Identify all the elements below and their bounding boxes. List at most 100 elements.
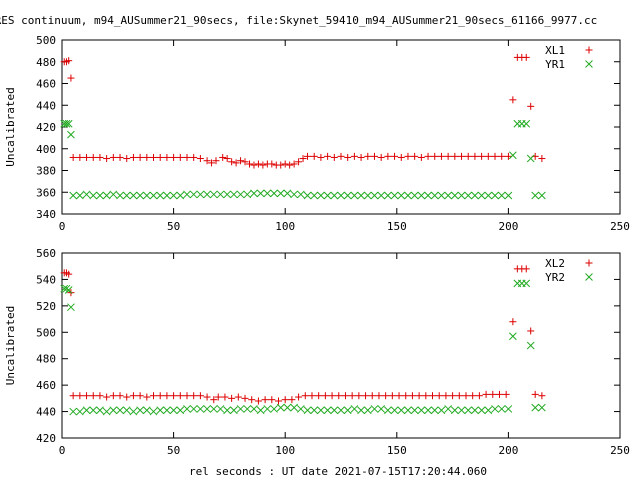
data-point bbox=[261, 396, 269, 404]
data-point bbox=[335, 392, 343, 400]
data-point bbox=[156, 406, 165, 415]
data-point bbox=[223, 406, 232, 415]
data-point bbox=[509, 318, 517, 326]
bottom-panel: 0 50 100 150 200 250 420 440 460 480 500 520 540 560 U… bbox=[4, 247, 630, 457]
data-point bbox=[209, 405, 218, 413]
data-point bbox=[67, 303, 75, 312]
data-point bbox=[464, 191, 473, 200]
data-point bbox=[395, 392, 403, 400]
data-point bbox=[444, 191, 452, 200]
data-point bbox=[296, 405, 305, 413]
data-point bbox=[531, 191, 540, 200]
data-point bbox=[303, 406, 312, 415]
data-point bbox=[275, 397, 283, 405]
data-point bbox=[424, 191, 432, 200]
data-point bbox=[430, 406, 439, 415]
data-point bbox=[344, 153, 352, 161]
data-point bbox=[60, 284, 69, 293]
data-point bbox=[250, 405, 258, 413]
data-point bbox=[245, 160, 253, 168]
data-point bbox=[424, 152, 432, 160]
data-point bbox=[384, 406, 392, 415]
data-point bbox=[69, 153, 77, 161]
y-tick-label: 440 bbox=[36, 406, 56, 419]
data-point bbox=[343, 191, 352, 200]
data-point bbox=[310, 191, 319, 200]
data-point bbox=[437, 191, 446, 200]
data-point bbox=[64, 119, 73, 128]
data-point bbox=[277, 161, 285, 169]
data-point bbox=[308, 392, 316, 400]
data-point bbox=[370, 405, 379, 413]
data-point bbox=[203, 190, 211, 199]
data-point bbox=[377, 153, 385, 161]
data-point bbox=[310, 406, 319, 415]
data-point bbox=[370, 152, 378, 160]
data-point bbox=[156, 191, 165, 200]
x-tick-label: 100 bbox=[275, 220, 295, 233]
data-point bbox=[69, 191, 78, 200]
series-xl2 bbox=[60, 265, 546, 405]
data-point bbox=[384, 191, 392, 200]
data-point bbox=[471, 191, 479, 200]
data-point bbox=[216, 190, 225, 199]
x-tick-label: 200 bbox=[498, 220, 518, 233]
data-point bbox=[478, 152, 486, 160]
data-point bbox=[442, 392, 450, 400]
data-point bbox=[337, 152, 345, 160]
data-point bbox=[176, 153, 184, 161]
data-point bbox=[538, 191, 546, 200]
data-point bbox=[109, 153, 117, 161]
data-point bbox=[230, 190, 238, 199]
data-point bbox=[384, 152, 392, 160]
data-point bbox=[410, 191, 419, 200]
data-point bbox=[504, 152, 512, 160]
data-point bbox=[290, 403, 298, 412]
data-point bbox=[243, 190, 252, 199]
x-tick-label: 50 bbox=[167, 444, 180, 457]
data-point bbox=[375, 392, 383, 400]
data-point bbox=[504, 191, 513, 200]
data-point bbox=[391, 152, 399, 160]
data-point bbox=[183, 392, 191, 400]
data-point bbox=[259, 161, 267, 169]
data-point bbox=[254, 160, 262, 168]
data-point bbox=[122, 406, 131, 415]
data-point bbox=[183, 405, 191, 413]
data-point bbox=[424, 406, 432, 415]
data-point bbox=[330, 191, 339, 200]
data-point bbox=[116, 153, 124, 161]
data-point bbox=[102, 407, 111, 416]
data-point bbox=[408, 392, 416, 400]
data-point bbox=[417, 191, 426, 200]
data-point bbox=[495, 390, 503, 398]
data-point bbox=[317, 406, 325, 415]
y-tick-label: 360 bbox=[36, 186, 56, 199]
data-point bbox=[196, 405, 205, 413]
data-point bbox=[362, 392, 370, 400]
data-point bbox=[203, 393, 211, 401]
data-point bbox=[357, 406, 365, 415]
data-point bbox=[411, 152, 419, 160]
data-point bbox=[450, 191, 459, 200]
data-point bbox=[341, 392, 349, 400]
data-point bbox=[299, 155, 307, 163]
data-point bbox=[397, 191, 406, 200]
plot-frame bbox=[61, 252, 621, 439]
data-point bbox=[315, 392, 323, 400]
data-point bbox=[143, 153, 151, 161]
data-point bbox=[397, 406, 406, 415]
x-tick-label: 250 bbox=[610, 444, 630, 457]
data-point bbox=[435, 392, 443, 400]
data-point bbox=[497, 191, 506, 200]
data-point bbox=[475, 392, 483, 400]
data-point bbox=[89, 191, 98, 200]
data-point bbox=[290, 190, 298, 199]
data-point bbox=[489, 390, 497, 398]
data-point bbox=[430, 191, 439, 200]
data-point bbox=[462, 392, 470, 400]
data-point bbox=[526, 341, 535, 350]
data-point bbox=[129, 153, 137, 161]
data-point bbox=[404, 406, 412, 415]
